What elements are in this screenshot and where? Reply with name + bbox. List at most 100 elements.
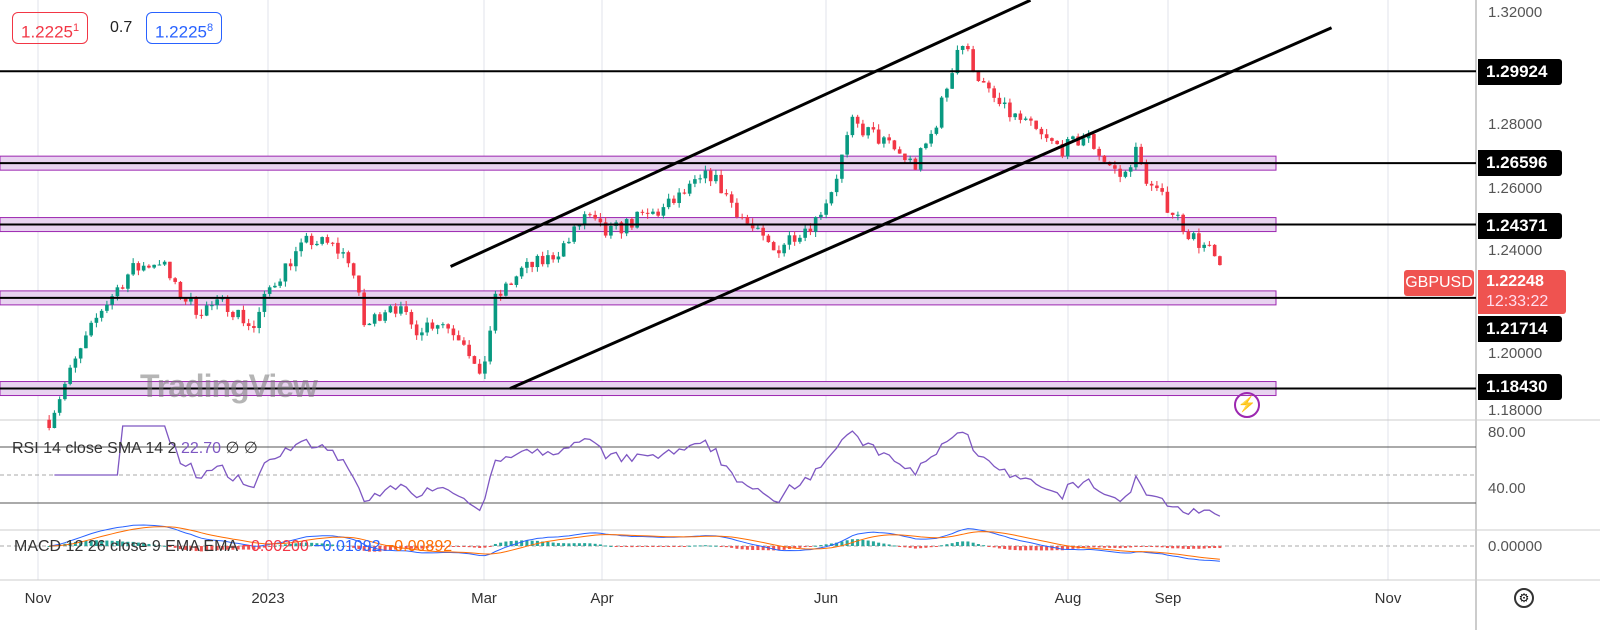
macd-histogram-bar [425,546,429,548]
candle-body [546,255,550,265]
rsi-legend[interactable]: RSI 14 close SMA 14 2 22.70 ∅ ∅ [12,438,258,458]
macd-histogram-bar [609,545,613,547]
macd-histogram-bar [845,540,849,546]
candle-body [1139,146,1143,163]
candle-body [897,149,902,154]
macd-histogram-bar [1181,546,1185,549]
macd-histogram-bar [640,546,644,547]
macd-histogram-bar [1139,546,1143,547]
macd-histogram-bar [394,546,398,550]
price-tick: 1.20000 [1488,345,1543,362]
macd-histogram-bar [903,546,907,548]
candle-body [157,264,162,266]
candle-body [105,304,109,311]
macd-histogram-bar [341,545,345,547]
candle-body [960,45,965,50]
macd-histogram-bar [1176,546,1180,549]
candle-body [714,174,718,182]
macd-histogram-bar [892,545,896,547]
settings-gear-icon[interactable]: ⚙ [1514,588,1534,608]
macd-histogram-bar [1192,546,1196,549]
candle-body [446,324,450,329]
candle-body [866,127,870,136]
candle-body [1097,148,1101,156]
macd-histogram-bar [147,543,151,546]
macd-histogram-bar [1129,546,1133,548]
candle-body [210,305,214,307]
macd-histogram-bar [388,546,392,551]
candle-body [462,340,466,345]
macd-histogram-bar [1207,546,1211,549]
price-tick: 1.28000 [1488,116,1543,133]
macd-histogram-bar [488,546,492,547]
macd-histogram-bar [483,546,487,548]
level-label[interactable]: 1.29924 [1478,59,1562,85]
macd-histogram-bar [635,546,639,547]
bid-badge[interactable]: 1.22251 [12,12,89,44]
candle-body [645,212,650,214]
macd-histogram-bar [646,546,650,547]
candle-body [425,322,429,333]
candle-body [572,226,576,242]
macd-histogram-bar [992,546,996,548]
candle-body [330,242,335,244]
candle-body [619,222,624,234]
macd-histogram-bar [142,543,146,546]
macd-histogram-bar [877,542,881,546]
macd-histogram-bar [163,545,167,547]
macd-histogram-bar [1029,546,1033,551]
macd-histogram-bar [1218,546,1222,549]
level-label[interactable]: 1.18430 [1478,374,1562,400]
lightning-icon[interactable]: ⚡ [1234,392,1260,418]
ask-badge[interactable]: 1.22258 [146,12,223,44]
candle-body [887,137,891,141]
macd-histogram-bar [961,541,965,546]
candle-body [824,203,828,215]
macd-histogram-bar [136,542,140,546]
candle-body [535,255,540,268]
macd-legend[interactable]: MACD 12 26 close 9 EMA EMA −0.00200 −0.0… [14,538,452,556]
macd-histogram-bar [493,543,497,546]
macd-histogram-bar [430,546,434,548]
macd-histogram-bar [1165,546,1169,548]
macd-histogram-bar [667,546,671,547]
macd-histogram-bar [719,546,723,547]
ask-pipette: 8 [207,22,214,34]
candle-body [152,264,156,268]
candle-body [840,154,844,179]
macd-histogram-bar [509,541,513,546]
macd-histogram-bar [121,541,125,546]
macd-histogram-bar [415,546,419,549]
level-label[interactable]: 1.26596 [1478,150,1562,176]
macd-histogram-bar [703,545,707,547]
candle-body [493,293,498,331]
candle-body [409,312,414,325]
level-label[interactable]: 1.24371 [1478,213,1562,239]
candle-body [357,275,361,293]
macd-histogram-bar [898,546,902,547]
time-label: Nov [24,590,52,607]
candle-body [693,179,697,184]
candle-body [1044,134,1049,139]
candle-body [283,263,288,282]
candle-body [325,237,330,243]
macd-histogram-bar [189,546,193,551]
macd-histogram-bar [173,546,177,548]
macd-signal-value: −0.00892 [384,538,453,555]
price-tick: 1.32000 [1488,4,1543,21]
macd-histogram-bar [304,542,308,546]
bar-countdown: 12:33:22 [1486,293,1549,310]
candle-body [288,263,293,267]
level-label[interactable]: 1.21714 [1478,316,1562,342]
candle-body [399,306,403,314]
macd-histogram-bar [940,545,944,547]
candle-body [876,129,881,144]
macd-histogram-bar [110,540,114,546]
candle-body [246,323,251,327]
macd-histogram-bar [688,545,692,547]
candle-body [677,192,681,204]
macd-histogram-bar [1034,546,1038,551]
macd-histogram-bar [1197,546,1201,549]
macd-histogram-bar [751,546,755,551]
